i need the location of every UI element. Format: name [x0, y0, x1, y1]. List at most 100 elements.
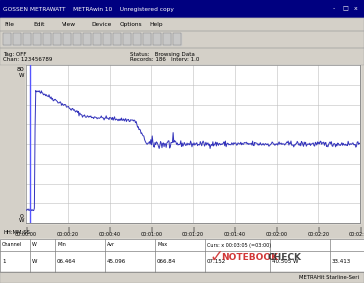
- Bar: [73, 33, 81, 45]
- Text: 40.505 W: 40.505 W: [272, 259, 298, 264]
- Bar: [0, 272, 364, 283]
- Bar: [43, 33, 51, 45]
- Bar: [173, 33, 181, 45]
- Text: Chan: 123456789: Chan: 123456789: [3, 57, 52, 62]
- Text: 00:00:20: 00:00:20: [57, 231, 79, 237]
- Text: |: |: [234, 226, 236, 232]
- Text: 00:00:40: 00:00:40: [99, 231, 120, 237]
- Text: 07.152: 07.152: [207, 259, 226, 264]
- Text: METRAHit Starline-Seri: METRAHit Starline-Seri: [299, 275, 359, 280]
- Bar: [0, 272, 364, 283]
- Bar: [3, 33, 11, 45]
- Text: 00:02:20: 00:02:20: [307, 231, 329, 237]
- Bar: [133, 33, 141, 45]
- Bar: [43, 33, 51, 45]
- Bar: [26, 65, 360, 223]
- Bar: [23, 33, 31, 45]
- Bar: [123, 33, 131, 45]
- Bar: [153, 33, 161, 45]
- Bar: [63, 33, 71, 45]
- Bar: [93, 33, 101, 45]
- Bar: [3, 33, 11, 45]
- Text: |: |: [25, 226, 27, 232]
- Text: 06.464: 06.464: [57, 259, 76, 264]
- Text: Channel: Channel: [2, 243, 22, 248]
- Text: |: |: [67, 226, 69, 232]
- Text: Records: 186   Interv: 1.0: Records: 186 Interv: 1.0: [130, 57, 199, 62]
- Bar: [83, 33, 91, 45]
- Text: Device: Device: [91, 22, 111, 27]
- Text: 80: 80: [16, 67, 24, 72]
- Text: |: |: [192, 226, 194, 232]
- Text: Edit: Edit: [33, 22, 44, 27]
- Text: ✓: ✓: [210, 248, 224, 266]
- Text: Avr: Avr: [107, 243, 115, 248]
- Text: 00:02:00: 00:02:00: [265, 231, 288, 237]
- Text: File: File: [4, 22, 14, 27]
- Bar: [133, 33, 141, 45]
- Bar: [93, 33, 101, 45]
- Text: Curs: x 00:03:05 (=03:00): Curs: x 00:03:05 (=03:00): [207, 243, 271, 248]
- Text: W: W: [32, 243, 37, 248]
- Text: W: W: [19, 73, 24, 78]
- Text: 00:00:00: 00:00:00: [15, 231, 37, 237]
- Text: 00:02:40: 00:02:40: [349, 231, 364, 237]
- Text: Help: Help: [149, 22, 163, 27]
- Text: x: x: [354, 7, 358, 12]
- Bar: [0, 31, 364, 48]
- Text: |: |: [276, 226, 277, 232]
- Bar: [0, 18, 364, 31]
- Bar: [163, 33, 171, 45]
- Bar: [163, 33, 171, 45]
- Text: Status:   Browsing Data: Status: Browsing Data: [130, 52, 195, 57]
- Bar: [26, 65, 360, 223]
- Bar: [103, 33, 111, 45]
- Text: W: W: [19, 218, 24, 223]
- Bar: [13, 33, 21, 45]
- Text: |: |: [317, 226, 319, 232]
- Bar: [53, 33, 61, 45]
- Text: 066.84: 066.84: [157, 259, 176, 264]
- Bar: [153, 33, 161, 45]
- Bar: [73, 33, 81, 45]
- Bar: [53, 33, 61, 45]
- Bar: [33, 33, 41, 45]
- Text: 0: 0: [20, 214, 24, 219]
- Text: -: -: [333, 7, 335, 12]
- Text: View: View: [62, 22, 76, 27]
- Text: W: W: [32, 259, 37, 264]
- Bar: [173, 33, 181, 45]
- Text: |: |: [359, 226, 361, 232]
- Text: NOTEBOOK: NOTEBOOK: [221, 253, 278, 262]
- Bar: [103, 33, 111, 45]
- Bar: [0, 239, 364, 272]
- Bar: [0, 48, 364, 65]
- Text: 33.413: 33.413: [332, 259, 351, 264]
- Text: |: |: [150, 226, 152, 232]
- Text: □: □: [342, 7, 348, 12]
- Bar: [0, 31, 364, 48]
- Bar: [0, 0, 364, 18]
- Text: Options: Options: [120, 22, 143, 27]
- Bar: [13, 33, 21, 45]
- Text: 1: 1: [2, 259, 5, 264]
- Bar: [0, 239, 364, 272]
- Bar: [83, 33, 91, 45]
- Text: HH:MM:SS: HH:MM:SS: [3, 230, 30, 235]
- Text: Min: Min: [57, 243, 66, 248]
- Bar: [23, 33, 31, 45]
- Text: Max: Max: [157, 243, 167, 248]
- Text: Tag: OFF: Tag: OFF: [3, 52, 27, 57]
- Text: CHECK: CHECK: [267, 253, 301, 262]
- Text: 00:01:40: 00:01:40: [224, 231, 246, 237]
- Text: |: |: [108, 226, 111, 232]
- Text: GOSSEN METRAWATT    METRAwin 10    Unregistered copy: GOSSEN METRAWATT METRAwin 10 Unregistere…: [3, 7, 174, 12]
- Bar: [33, 33, 41, 45]
- Text: 45.096: 45.096: [107, 259, 126, 264]
- Bar: [0, 48, 364, 65]
- Bar: [0, 18, 364, 31]
- Bar: [113, 33, 121, 45]
- Text: 00:01:20: 00:01:20: [182, 231, 204, 237]
- Bar: [113, 33, 121, 45]
- Bar: [143, 33, 151, 45]
